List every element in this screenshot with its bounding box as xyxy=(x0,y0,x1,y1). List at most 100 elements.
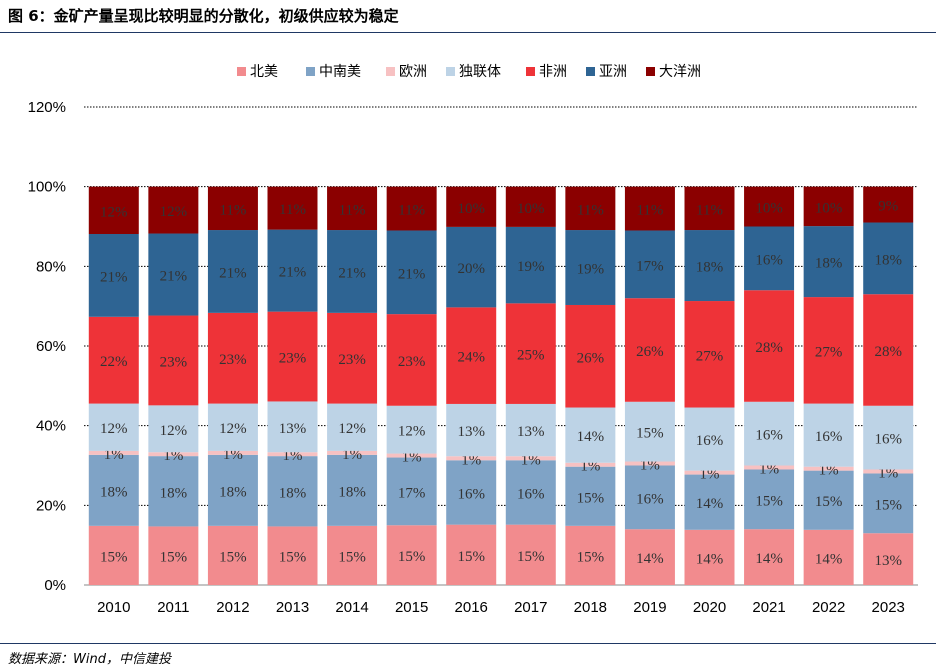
data-label: 21% xyxy=(338,265,366,281)
x-tick-label: 2022 xyxy=(812,599,845,616)
data-label: 21% xyxy=(398,266,426,282)
data-label: 16% xyxy=(457,486,485,502)
bar-segment xyxy=(446,307,497,404)
bar-segment xyxy=(267,401,318,453)
data-label: 13% xyxy=(457,424,485,440)
bar-segment xyxy=(207,454,258,526)
data-label: 26% xyxy=(577,350,605,366)
bar-segment xyxy=(207,525,258,585)
data-label: 23% xyxy=(398,354,426,370)
bar-segment xyxy=(505,226,556,304)
bar-segment xyxy=(565,407,616,463)
bar-segment xyxy=(446,226,497,308)
data-label: 15% xyxy=(398,549,426,565)
data-label: 15% xyxy=(636,426,664,442)
data-label: 27% xyxy=(696,348,724,364)
legend-swatch xyxy=(586,67,595,76)
bar-segment xyxy=(744,401,795,466)
data-label: 16% xyxy=(755,252,783,268)
bar-segment xyxy=(565,525,616,585)
data-label: 15% xyxy=(160,550,188,566)
data-label: 28% xyxy=(755,340,783,356)
data-label: 23% xyxy=(219,352,247,368)
data-label: 14% xyxy=(696,551,724,567)
bar-segment xyxy=(803,470,854,530)
data-label: 21% xyxy=(160,269,188,285)
legend-swatch xyxy=(386,67,395,76)
data-label: 16% xyxy=(696,433,724,449)
data-label: 16% xyxy=(636,491,664,507)
x-tick-label: 2018 xyxy=(574,599,607,616)
data-label: 18% xyxy=(815,256,843,272)
source-note: 数据来源：Wind，中信建投 xyxy=(8,652,171,667)
data-label: 11% xyxy=(398,203,425,219)
data-label: 15% xyxy=(517,549,545,565)
x-tick-label: 2015 xyxy=(395,599,428,616)
bar-segment xyxy=(863,186,914,223)
x-tick-label: 2021 xyxy=(752,599,785,616)
y-tick-label: 80% xyxy=(36,258,66,275)
data-label: 16% xyxy=(815,429,843,445)
data-label: 19% xyxy=(517,259,545,275)
bar-segment xyxy=(684,230,735,302)
legend-swatch xyxy=(446,67,455,76)
data-label: 19% xyxy=(577,262,605,278)
figure-title: 图 6：金矿产量呈现比较明显的分散化，初级供应较为稳定 xyxy=(8,7,399,25)
x-tick-label: 2011 xyxy=(157,599,189,616)
bar-segment xyxy=(744,226,795,291)
bar-segment xyxy=(446,456,497,461)
legend-label: 独联体 xyxy=(459,64,501,80)
data-label: 13% xyxy=(517,424,545,440)
bar-segment xyxy=(803,403,854,467)
bar-segment xyxy=(803,466,854,471)
bar-segment xyxy=(624,465,675,530)
bar-segment xyxy=(565,186,616,231)
data-label: 21% xyxy=(279,265,307,281)
bar-segment xyxy=(267,311,318,402)
data-label: 18% xyxy=(160,485,188,501)
bar-segment xyxy=(386,525,437,585)
data-label: 10% xyxy=(755,201,783,217)
legend-swatch xyxy=(306,67,315,76)
data-label: 1% xyxy=(461,452,481,468)
data-label: 16% xyxy=(517,486,545,502)
data-label: 16% xyxy=(755,428,783,444)
bar-segment xyxy=(88,316,139,404)
bar-segment xyxy=(863,294,914,406)
bar-segment xyxy=(327,450,378,455)
x-tick-label: 2012 xyxy=(216,599,249,616)
data-label: 12% xyxy=(398,424,426,440)
bar-segment xyxy=(803,297,854,404)
bar-segment xyxy=(207,450,258,455)
legend-label: 欧洲 xyxy=(399,64,427,80)
data-label: 18% xyxy=(696,260,724,276)
data-label: 16% xyxy=(874,432,902,448)
bar-segment xyxy=(446,524,497,585)
bar-segment xyxy=(88,450,139,455)
bar-segment xyxy=(803,529,854,585)
y-tick-label: 120% xyxy=(28,99,66,116)
data-label: 23% xyxy=(279,351,307,367)
data-label: 10% xyxy=(517,201,545,217)
bar-segment xyxy=(148,186,199,234)
bar-segment xyxy=(863,533,914,585)
data-label: 23% xyxy=(338,352,366,368)
bar-segment xyxy=(684,407,735,471)
data-label: 15% xyxy=(755,493,783,509)
legend-label: 大洋洲 xyxy=(659,64,701,80)
bar-segment xyxy=(505,186,556,227)
bar-segment xyxy=(624,529,675,585)
y-tick-label: 100% xyxy=(28,179,66,196)
bar-segment xyxy=(624,186,675,231)
bar-segment xyxy=(744,186,795,227)
data-label: 14% xyxy=(636,551,664,567)
data-label: 21% xyxy=(100,269,128,285)
bar-segment xyxy=(565,230,616,305)
bar-segment xyxy=(327,403,378,451)
bar-segment xyxy=(88,403,139,451)
bar-segment xyxy=(148,452,199,457)
bar-segment xyxy=(386,230,437,315)
data-label: 21% xyxy=(219,265,247,281)
bar-segment xyxy=(803,226,854,298)
x-tick-label: 2017 xyxy=(514,599,547,616)
